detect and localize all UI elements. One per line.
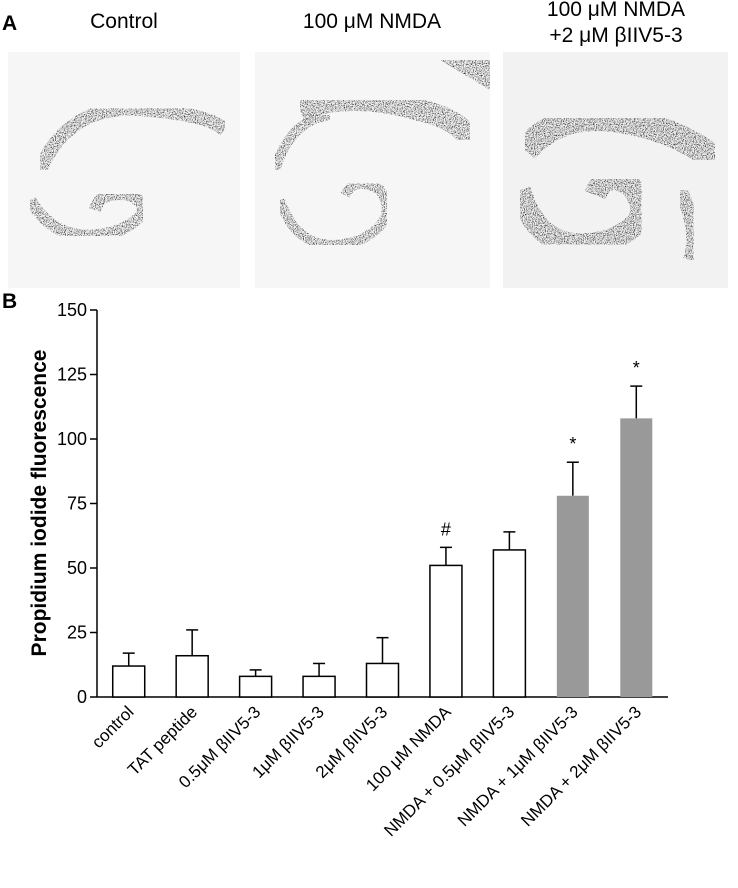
panel-label: B: [2, 290, 17, 313]
y-tick-label: 25: [67, 623, 87, 643]
y-tick-label: 50: [67, 558, 87, 578]
bar: [429, 564, 463, 698]
image-control: [8, 52, 240, 288]
x-tick-label: NMDA + 2μM βIIV5-3: [517, 702, 645, 830]
image-nmda: [255, 52, 490, 288]
y-axis-label: Propidium iodide fluorescence: [28, 350, 51, 657]
image-caption: 100 μM NMDA: [547, 0, 685, 21]
bar: [492, 549, 527, 698]
image-caption: +2 μM βIIV5-3: [549, 24, 682, 47]
y-tick-label: 100: [57, 429, 87, 449]
x-tick-label: NMDA + 1μM βIIV5-3: [454, 702, 582, 830]
x-tick-label: NMDA + 0.5μM βIIV5-3: [380, 702, 518, 840]
y-tick-label: 0: [77, 687, 87, 707]
bar: [302, 675, 336, 698]
bar-annotation: #: [441, 519, 451, 539]
bar: [365, 662, 400, 698]
image-caption: Control: [90, 10, 158, 33]
bar: [238, 675, 273, 698]
bar-annotation: *: [633, 358, 640, 378]
bar-annotation: *: [569, 434, 576, 454]
bar: [175, 654, 209, 698]
image-caption: 100 μM NMDA: [303, 10, 441, 33]
x-tick-label: control: [88, 702, 138, 752]
y-tick-label: 125: [57, 365, 87, 385]
bar: [556, 495, 589, 697]
image-nmda-biiv5-3: [503, 52, 728, 288]
y-tick-label: 150: [57, 300, 87, 320]
bar: [620, 418, 653, 697]
panel-label: A: [2, 12, 17, 35]
bar: [111, 665, 146, 698]
y-tick-label: 75: [67, 494, 87, 514]
